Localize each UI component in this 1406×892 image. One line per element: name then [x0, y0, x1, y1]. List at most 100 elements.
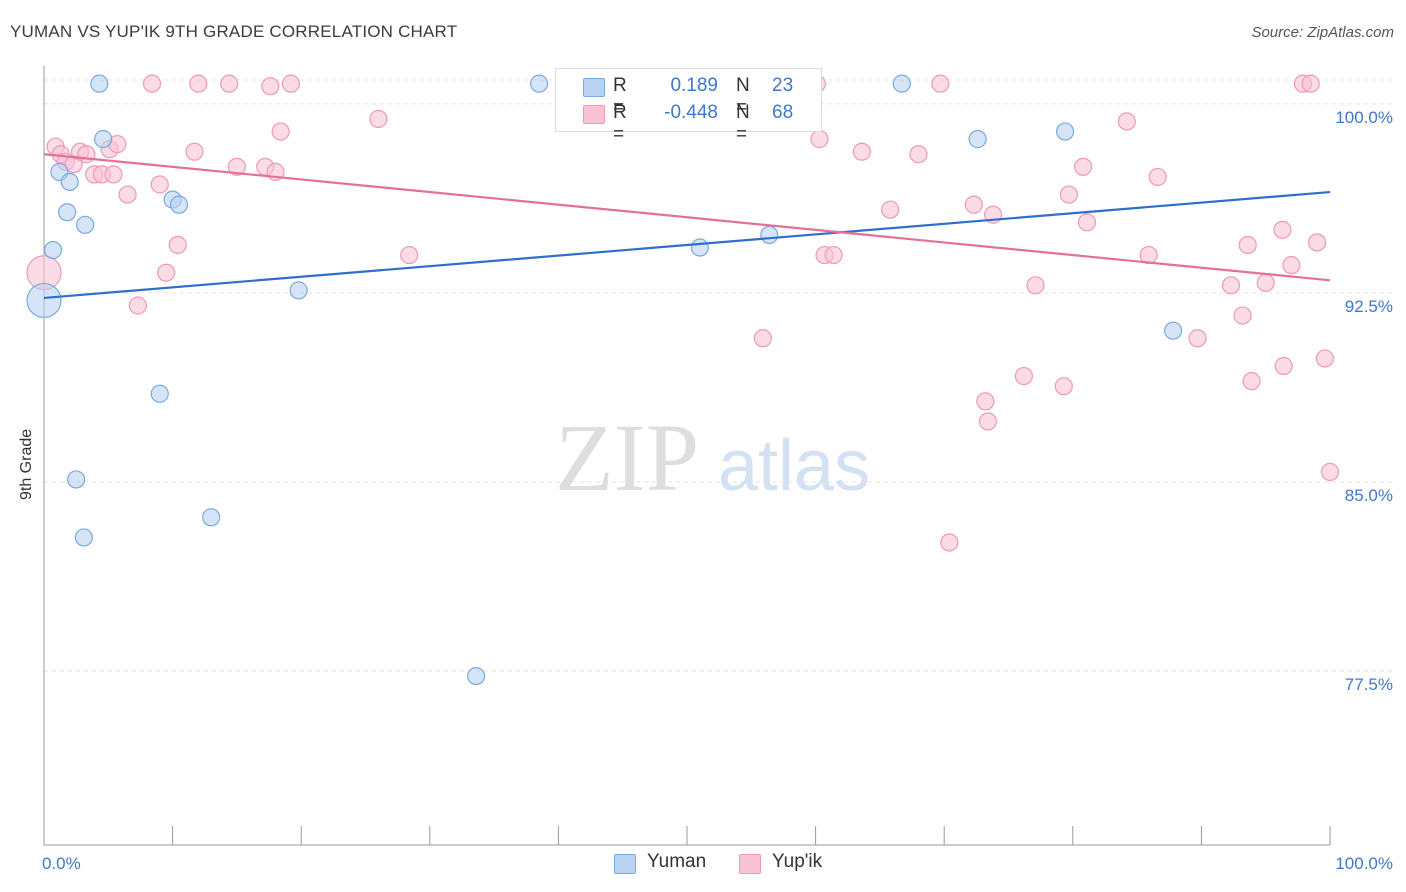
- yuman-point: [58, 203, 77, 222]
- legend-r-label: R =: [613, 75, 627, 118]
- yupik-point: [118, 185, 137, 204]
- yupik-point: [881, 200, 900, 219]
- yupik-point: [976, 392, 995, 411]
- y-tick-label: 85.0%: [1345, 486, 1393, 505]
- bottom-legend-label-yupik: Yup'ik: [772, 851, 823, 872]
- legend-swatch-yuman: [583, 78, 605, 97]
- yuman-point: [1055, 122, 1075, 141]
- source-label: Source: ZipAtlas.com: [1251, 24, 1394, 41]
- y-tick-label: 92.5%: [1345, 297, 1393, 316]
- yupik-point: [168, 235, 187, 255]
- yupik-point: [128, 296, 147, 315]
- yupik-point: [1014, 366, 1034, 386]
- y-tick-labels: 100.0% 92.5% 85.0% 77.5%: [1335, 108, 1393, 694]
- series-yupik-points: [26, 74, 1340, 552]
- yupik-point: [157, 263, 176, 282]
- yupik-point: [964, 195, 983, 214]
- yuman-point: [968, 130, 987, 149]
- yupik-point: [852, 142, 871, 161]
- legend-r-label: R =: [613, 102, 627, 145]
- yupik-point: [824, 245, 843, 265]
- yupik-point: [1256, 273, 1275, 292]
- yupik-point: [227, 157, 246, 176]
- yupik-point: [1117, 112, 1136, 131]
- yupik-point: [185, 142, 204, 161]
- legend-n-label: N =: [736, 75, 750, 118]
- yuman-point: [74, 528, 93, 547]
- yupik-point: [281, 74, 301, 93]
- y-tick-label: 77.5%: [1345, 675, 1393, 694]
- series-yuman-points: [26, 74, 1183, 686]
- yupik-point: [1026, 276, 1045, 295]
- yupik-point: [1077, 213, 1097, 232]
- legend-r-value: -0.448: [664, 102, 718, 123]
- legend-n-label: N =: [736, 102, 750, 145]
- chart-title: YUMAN VS YUP'IK 9TH GRADE CORRELATION CH…: [10, 22, 458, 41]
- yupik-point: [1073, 157, 1093, 176]
- x-tick-labels: 0.0% 100.0%: [42, 854, 1393, 873]
- yupik-point: [1274, 356, 1293, 376]
- yupik-point: [1188, 329, 1207, 348]
- yuman-point: [1164, 321, 1183, 340]
- yuman-point: [60, 172, 79, 192]
- yuman-point: [67, 470, 86, 489]
- yuman-point: [289, 281, 308, 300]
- yupik-point: [978, 412, 998, 431]
- yupik-point: [400, 245, 419, 265]
- yupik-point: [1054, 377, 1073, 396]
- yupik-point: [753, 329, 772, 348]
- yupik-point: [909, 145, 928, 164]
- yupik-point: [1238, 235, 1257, 255]
- yuman-point: [466, 666, 486, 686]
- trend-lines: [43, 153, 1331, 300]
- yupik-point: [189, 74, 208, 93]
- yupik-point: [1308, 233, 1327, 252]
- yuman-point: [43, 240, 63, 260]
- yuman-point: [690, 238, 709, 257]
- yupik-point: [220, 74, 239, 93]
- gridlines: [44, 79, 1392, 672]
- yupik-point: [271, 122, 290, 141]
- yuman-point: [150, 384, 169, 403]
- legend-n-value: 68: [772, 102, 794, 123]
- yupik-point: [940, 533, 959, 552]
- yupik-point: [1148, 167, 1167, 187]
- yuman-point: [90, 74, 109, 93]
- x-axis-ticks: [43, 826, 1331, 845]
- yupik-point: [150, 175, 169, 194]
- watermark-zip: ZIP: [555, 404, 699, 511]
- legend-swatch-yupik: [583, 105, 605, 124]
- yuman-point: [892, 74, 911, 93]
- yuman-point: [26, 282, 62, 319]
- yuman-point: [202, 508, 221, 527]
- yupik-point: [369, 109, 388, 129]
- y-axis-label: 9th Grade: [18, 428, 35, 500]
- y-tick-label: 100.0%: [1335, 108, 1393, 127]
- watermark: ZIP atlas: [555, 404, 870, 511]
- legend-r-value: 0.189: [670, 75, 718, 96]
- yupik-point: [1242, 372, 1261, 391]
- watermark-atlas: atlas: [718, 426, 870, 506]
- yupik-point: [1315, 349, 1334, 368]
- bottom-legend-swatch-yupik: [739, 854, 761, 874]
- bottom-legend-swatch-yuman: [614, 854, 636, 874]
- yupik-point: [1282, 256, 1301, 275]
- yupik-trend-line: [43, 153, 1331, 282]
- yuman-point: [530, 74, 549, 93]
- yupik-point: [1221, 276, 1241, 295]
- yupik-point: [810, 130, 829, 149]
- yupik-point: [1059, 185, 1079, 204]
- yupik-point: [142, 74, 162, 93]
- yuman-trend-line: [43, 190, 1331, 300]
- yupik-point: [77, 145, 96, 164]
- yupik-point: [261, 77, 280, 96]
- yuman-point: [169, 195, 189, 214]
- legend-n-value: 23: [772, 75, 794, 96]
- yupik-point: [931, 74, 950, 93]
- yuman-point: [94, 130, 113, 149]
- yupik-point: [1301, 74, 1320, 93]
- yupik-point: [1233, 306, 1252, 325]
- yuman-point: [76, 215, 95, 234]
- yuman-point: [760, 225, 779, 245]
